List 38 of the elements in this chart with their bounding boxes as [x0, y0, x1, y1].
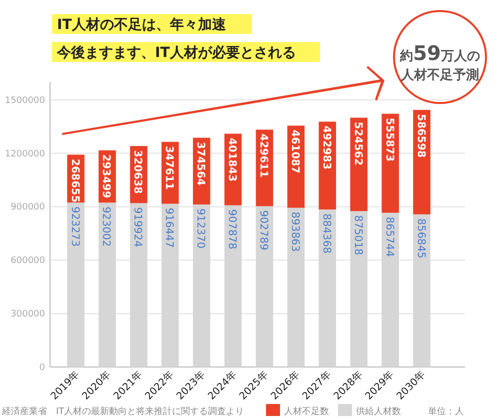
data-label: 875018	[352, 215, 364, 256]
data-label: 492983	[320, 126, 332, 170]
data-label: 902789	[258, 210, 270, 250]
data-label: 268655	[68, 158, 81, 203]
text: 経済産業省 IT人材の最新動向と将来推計に関する調査より	[1, 406, 244, 417]
y-tick-label: 0	[39, 363, 46, 373]
text: 約59万人の	[399, 41, 480, 65]
data-label: 524562	[352, 122, 364, 166]
data-label: 856845	[414, 218, 427, 258]
text: 単位：人	[428, 406, 464, 417]
data-label: 586598	[414, 114, 427, 158]
y-tick-label: 900000	[10, 202, 46, 213]
y-tick-label: 300000	[10, 310, 46, 320]
y-tick-label: 600000	[10, 256, 46, 266]
data-label: 907878	[226, 209, 238, 250]
data-label: 555873	[383, 118, 396, 162]
data-label: 320638	[132, 150, 144, 194]
legend-label: 人材不足数	[284, 406, 329, 417]
data-label: 923273	[68, 206, 81, 247]
data-label: 293499	[100, 154, 112, 198]
chart-subtitle: 今後ますます、IT人材が必要とされる	[56, 44, 296, 61]
data-label: 347611	[163, 146, 176, 190]
y-tick-label: 1500000	[4, 96, 46, 106]
data-label: 919924	[132, 207, 144, 248]
data-label: 429611	[258, 134, 270, 178]
data-label: 865744	[383, 216, 396, 258]
data-label: 884368	[320, 213, 332, 254]
legend-label: 供給人材数	[356, 406, 401, 417]
data-label: 916447	[163, 208, 176, 248]
data-label: 893863	[288, 212, 301, 252]
data-label: 912370	[194, 208, 207, 249]
annotation: 人材不足予測	[400, 68, 479, 83]
data-label: 374564	[194, 142, 207, 186]
data-label: 923002	[100, 206, 112, 247]
data-label: 401843	[226, 138, 238, 182]
data-label: 461087	[288, 130, 301, 174]
chart-title: IT人材の不足は、年々加速	[57, 17, 227, 33]
y-tick-label: 1200000	[4, 149, 46, 160]
